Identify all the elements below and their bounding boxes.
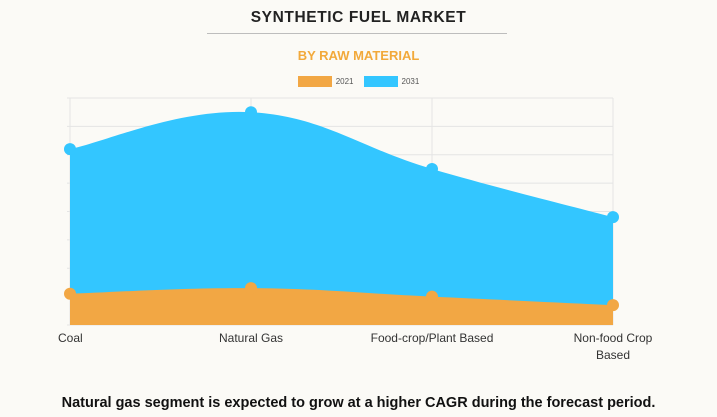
- x-tick-label: Non-food Crop Based: [573, 331, 653, 362]
- data-point-2031-1: [245, 106, 257, 119]
- data-point-2031-3: [607, 211, 619, 224]
- x-tick-label: Natural Gas: [218, 331, 284, 345]
- x-tick-label: Food-crop/Plant Based: [370, 331, 494, 345]
- legend-label-2031: 2031: [401, 77, 420, 86]
- legend-item-2031[interactable]: 2031: [363, 76, 420, 87]
- data-point-2021-3: [607, 299, 619, 312]
- data-point-2021-0: [64, 287, 76, 300]
- legend-swatch-2031: [363, 76, 398, 87]
- footnote: Natural gas segment is expected to grow …: [61, 395, 656, 411]
- legend-item-2021[interactable]: 2021: [297, 76, 354, 87]
- area-series-2021: [70, 288, 613, 325]
- data-point-2031-2: [426, 162, 438, 175]
- data-point-2021-2: [426, 290, 438, 303]
- legend-swatch-2021: [297, 76, 332, 87]
- data-point-2021-1: [245, 282, 257, 295]
- legend: 2021 2031: [0, 76, 717, 87]
- x-tick-label: Coal: [58, 331, 83, 345]
- data-point-2031-0: [64, 143, 76, 156]
- chart-subtitle: BY RAW MATERIAL: [297, 48, 420, 63]
- title-divider: [207, 33, 507, 34]
- legend-label-2021: 2021: [335, 77, 354, 86]
- area-series-2031: [70, 111, 613, 325]
- chart-title: SYNTHETIC FUEL MARKET: [250, 9, 467, 26]
